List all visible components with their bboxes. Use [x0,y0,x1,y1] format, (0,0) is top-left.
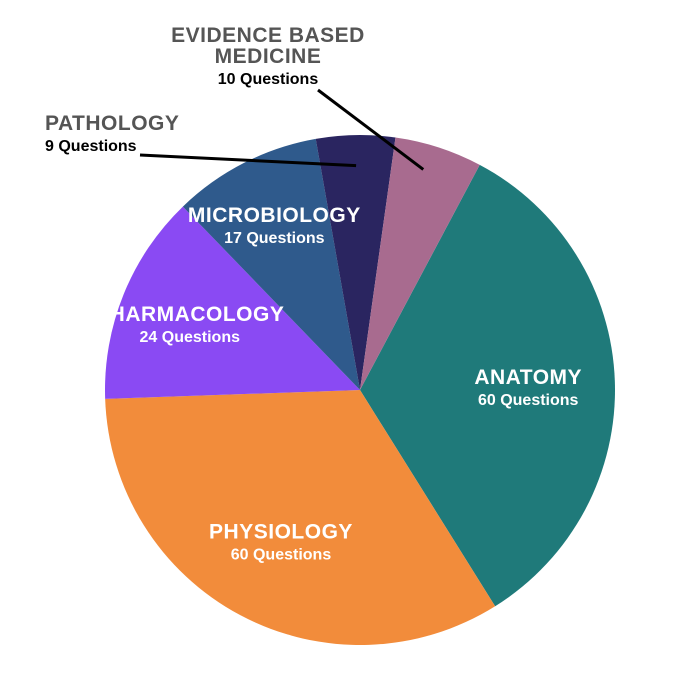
external-label: PATHOLOGY 9 Questions [45,112,179,155]
slice-label: MICROBIOLOGY [188,204,361,227]
slice-sublabel: 60 Questions [478,392,579,409]
slice-label: PHARMACOLOGY [95,303,284,326]
slice-sublabel: 17 Questions [224,230,325,247]
slice-label: MEDICINE [215,45,322,68]
slice-label: EVIDENCE BASED [171,24,365,47]
pie-chart: ANATOMY 60 Questions PHYSIOLOGY 60 Question… [0,0,675,675]
slice-label: PHYSIOLOGY [209,521,353,544]
slice-sublabel: 9 Questions [45,138,137,155]
slice-sublabel: 10 Questions [218,71,319,88]
slice-sublabel: 60 Questions [231,547,332,564]
slice-sublabel: 24 Questions [140,329,241,346]
slice-label: ANATOMY [474,366,582,389]
slice-label: PATHOLOGY [45,112,179,135]
external-label: EVIDENCE BASEDMEDICINE 10 Questions [171,24,365,88]
